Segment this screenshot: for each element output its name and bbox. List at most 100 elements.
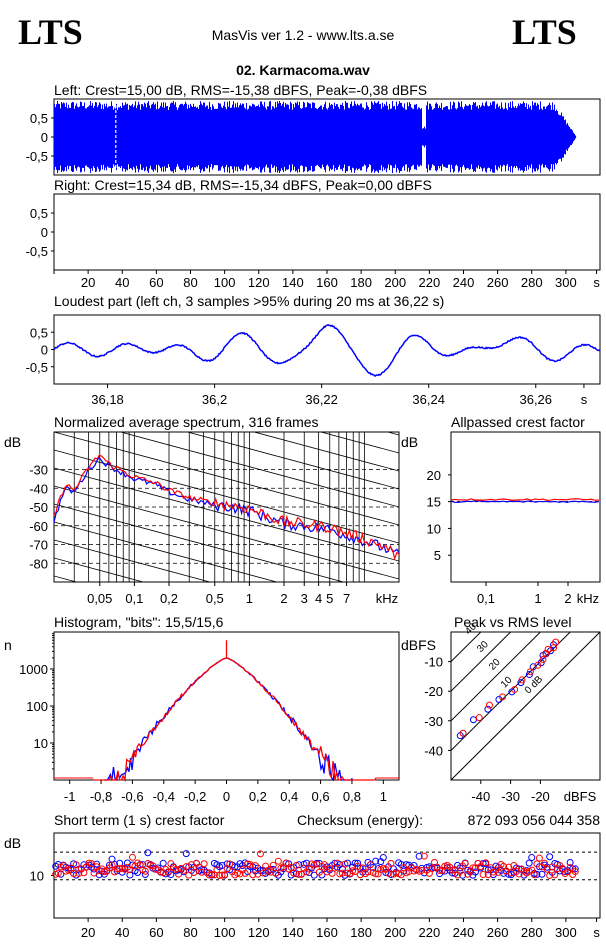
spectrum-slope-line xyxy=(54,467,399,562)
short-term-point xyxy=(477,863,485,871)
time-tick-label: 220 xyxy=(419,275,441,290)
short-term-point xyxy=(251,862,259,870)
short-term-point xyxy=(85,859,93,867)
spectrum-xtick-label: 3 xyxy=(301,591,308,606)
short-term-point xyxy=(246,861,254,869)
short-term-point xyxy=(113,865,121,873)
short-term-point xyxy=(420,852,428,860)
short-term-point xyxy=(290,869,298,877)
spectrum-xtick-label: 7 xyxy=(343,591,350,606)
checksum-label: Checksum (energy): xyxy=(297,812,423,828)
crest-series-0 xyxy=(450,500,600,504)
spectrum-slope-line xyxy=(252,432,399,472)
short-term-point xyxy=(128,853,136,861)
peak-rms-point xyxy=(525,671,533,679)
short-term-point xyxy=(541,859,549,867)
peak-rms-point xyxy=(511,686,519,694)
short-term-point xyxy=(359,864,367,872)
short-term-point xyxy=(525,859,533,867)
short-term-xtick-label: 220 xyxy=(419,925,441,940)
short-term-xtick-label: 140 xyxy=(282,925,304,940)
short-term-point xyxy=(116,864,124,872)
short-term-point xyxy=(190,868,198,876)
waveform-ytick-label: 0,5 xyxy=(30,206,48,221)
spectrum-xtick-label: 0,5 xyxy=(206,591,224,606)
short-term-point xyxy=(551,871,559,879)
short-term-xtick-label: 300 xyxy=(555,925,577,940)
spectrum-xtick-label: kHz xyxy=(376,591,398,606)
waveform-frame-right xyxy=(53,193,601,271)
lts-logo-right: LTS xyxy=(512,12,577,52)
spectrum-xtick-label: 4 xyxy=(315,591,322,606)
spectrum-slope-line xyxy=(186,432,399,490)
short-term-point xyxy=(367,861,375,869)
loudest-xtick-label: 36,18 xyxy=(91,392,124,407)
time-tick-label: 180 xyxy=(350,275,372,290)
short-term-point xyxy=(364,868,372,876)
loudest-xtick-label: 36,24 xyxy=(412,392,445,407)
peak-rms-ylabel: dBFS xyxy=(401,637,436,653)
short-term-point xyxy=(469,864,477,872)
short-term-point xyxy=(566,864,574,872)
short-term-point xyxy=(295,870,303,878)
spectrum-slope-line xyxy=(319,432,399,454)
crest-series-1 xyxy=(450,498,600,501)
short-term-point xyxy=(105,861,113,869)
short-term-point xyxy=(72,861,80,869)
short-term-point xyxy=(88,860,96,868)
loudest-trace xyxy=(53,324,601,378)
short-term-point xyxy=(226,860,234,868)
short-term-point xyxy=(418,866,426,874)
short-term-xtick-label: 120 xyxy=(248,925,270,940)
spectrum-slope-line xyxy=(54,306,399,399)
short-term-point xyxy=(566,859,574,867)
peak-rms-xtick-label: dBFS xyxy=(564,789,597,804)
spectrum-xtick-label: 0,2 xyxy=(160,591,178,606)
loudest-part-title: Loudest part (left ch, 3 samples >95% du… xyxy=(54,293,444,309)
spectrum-xtick-label: 2 xyxy=(280,591,287,606)
crest-ylabel: dB xyxy=(401,434,418,450)
time-tick-label: 280 xyxy=(521,275,543,290)
histogram-xtick-label: -0,8 xyxy=(90,789,112,804)
short-term-point xyxy=(223,860,231,868)
spectrum-slope-line xyxy=(54,539,212,582)
short-term-point xyxy=(533,860,541,868)
short-term-point xyxy=(213,866,221,874)
diagonal-label: 30 xyxy=(475,639,491,655)
crest-diagonal-10 xyxy=(451,632,571,752)
short-term-point xyxy=(59,862,67,870)
peak-rms-xtick-label: -30 xyxy=(501,789,520,804)
plot-area: 0,50-0,50,50-0,520 40 60 80 100 120 140 160 180 2… xyxy=(19,99,601,940)
short-term-point xyxy=(333,859,341,867)
waveform-ytick-label: 0 xyxy=(41,225,48,240)
short-term-point xyxy=(379,854,387,862)
short-term-point xyxy=(126,866,134,874)
spectrum-xtick-label: 1 xyxy=(246,591,253,606)
short-term-point xyxy=(200,860,208,868)
crest-ytick-label: 15 xyxy=(427,495,441,510)
short-term-point xyxy=(80,869,88,877)
crest-xtick-label: 2 xyxy=(564,591,571,606)
crest-xtick-label: 1 xyxy=(534,591,541,606)
short-term-xtick-label: 100 xyxy=(214,925,236,940)
histogram-xtick-label: 1 xyxy=(380,789,387,804)
short-term-point xyxy=(546,871,554,879)
short-term-point xyxy=(384,869,392,877)
peak-rms-point xyxy=(475,714,483,722)
short-term-point xyxy=(535,854,543,862)
short-term-point xyxy=(175,870,183,878)
spectrum-series-1 xyxy=(54,454,399,561)
crest-diagonal-0 xyxy=(451,632,600,780)
peak-rms-point xyxy=(459,729,467,737)
short-term-point xyxy=(354,862,362,870)
time-tick-label: 200 xyxy=(384,275,406,290)
short-term-point xyxy=(571,867,579,875)
short-term-point xyxy=(510,862,518,870)
crest-factor-title: Allpassed crest factor xyxy=(451,414,585,430)
peak-rms-point xyxy=(499,693,507,701)
waveform-trace-left xyxy=(54,100,577,174)
loudest-xtick-label: 36,2 xyxy=(202,392,227,407)
waveform-ytick-label: -0,5 xyxy=(26,149,48,164)
time-tick-label: 260 xyxy=(487,275,509,290)
